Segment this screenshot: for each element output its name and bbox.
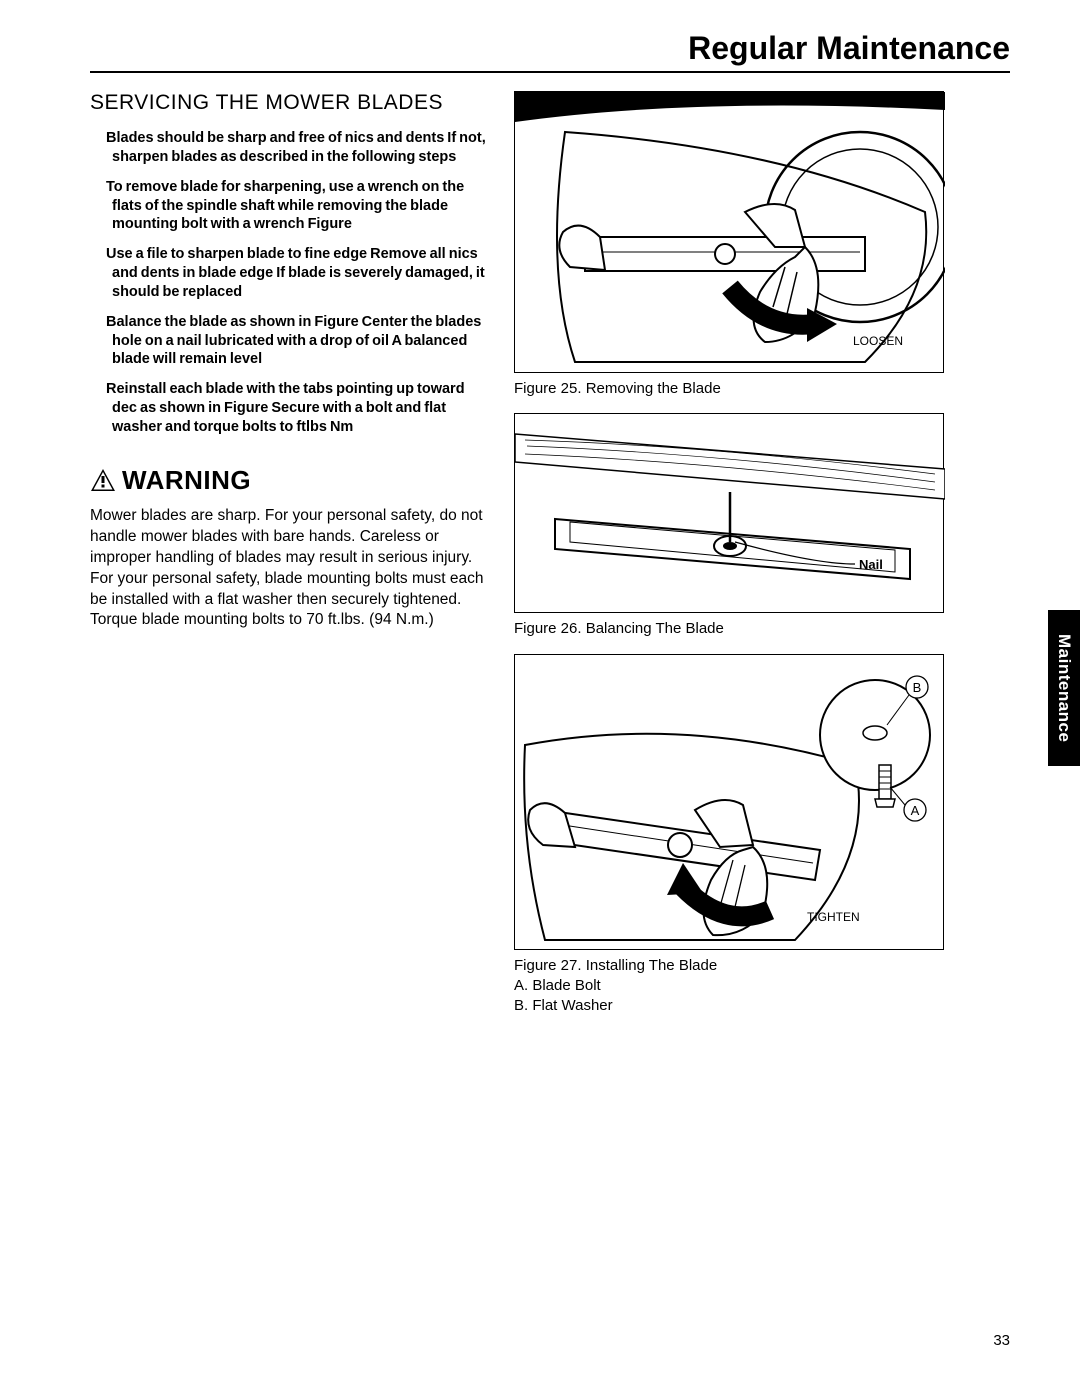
left-column: SERVICING THE MOWER BLADES Blades should… [90,91,490,1016]
label-loosen: LOOSEN [853,334,903,348]
label-tighten: TIGHTEN [807,910,860,924]
figure-25-caption: Figure 25. Removing the Blade [514,379,1010,399]
right-column: LOOSEN Figure 25. Removing the Blade [514,91,1010,1016]
figure-27-sub-a: A. Blade Bolt [514,976,1010,996]
figure-27-caption: Figure 27. Installing The Blade [514,956,1010,976]
warning-header: WARNING [90,465,490,496]
label-nail: Nail [859,557,883,572]
content-area: SERVICING THE MOWER BLADES Blades should… [90,91,1010,1016]
warning-body: Mower blades are sharp. For your persona… [90,506,490,632]
page-header: Regular Maintenance [90,30,1010,73]
figure-27: B A TIGHTEN [514,654,944,950]
warning-label: WARNING [122,465,251,496]
figure-26: Nail [514,413,944,613]
label-a: A [911,803,920,818]
page-title: Regular Maintenance [688,30,1010,66]
warning-triangle-icon [90,468,116,492]
figure-25-illustration: LOOSEN [515,92,945,374]
section-heading: SERVICING THE MOWER BLADES [90,91,490,115]
step-item: Use a file to sharpen blade to fine edge… [90,245,490,302]
step-item: Reinstall each blade with the tabs point… [90,380,490,437]
figure-25: LOOSEN [514,91,944,373]
figure-26-caption: Figure 26. Balancing The Blade [514,619,1010,639]
figure-27-sub-b: B. Flat Washer [514,996,1010,1016]
step-list: Blades should be sharp and free of nics … [90,129,490,437]
page-number: 33 [993,1332,1010,1349]
side-tab: Maintenance [1048,610,1080,766]
step-item: To remove blade for sharpening, use a wr… [90,178,490,235]
step-item: Balance the blade as shown in Figure Cen… [90,313,490,370]
figure-27-illustration: B A TIGHTEN [515,655,945,951]
step-item: Blades should be sharp and free of nics … [90,129,490,167]
figure-26-illustration: Nail [515,414,945,614]
label-b: B [913,680,922,695]
